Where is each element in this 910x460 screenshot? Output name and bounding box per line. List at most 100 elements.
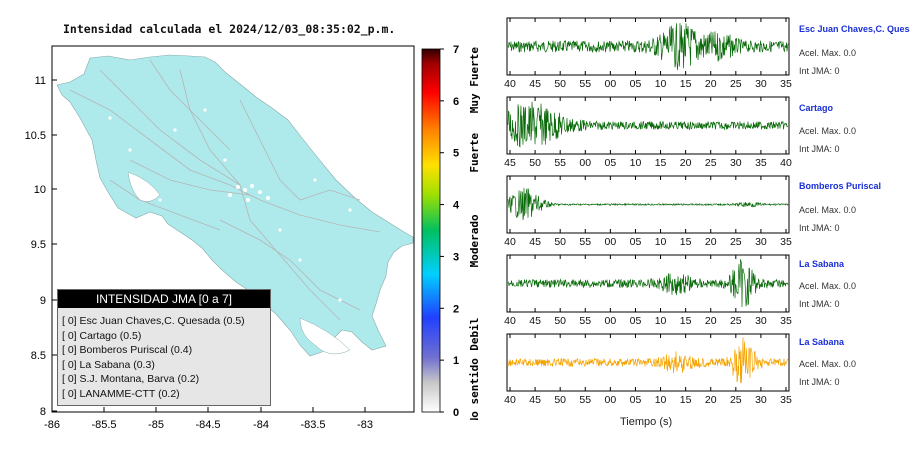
- map-x-tick-label: -83.5: [300, 419, 325, 431]
- map-y-tick-label: 10.5: [25, 130, 46, 142]
- panel-tick-label: 05: [630, 394, 642, 406]
- intensity-legend: INTENSIDAD JMA [0 a 7] [ 0] Esc Juan Cha…: [57, 289, 271, 406]
- map-y-tick-label: 9: [40, 295, 46, 307]
- panel-accel: Acel. Max. 0.0: [799, 48, 857, 58]
- colorbar-tick-label: 5: [453, 148, 459, 160]
- panel-tick-label: 00: [605, 236, 617, 248]
- waveform-trace: [507, 23, 789, 71]
- panel-tick-label: 55: [579, 236, 591, 248]
- colorbar-tick-label: 1: [453, 355, 459, 367]
- intensity-colorbar: 0 1 2 3 4 5 6 7 No sentido Debil Moderado Fuerte Mu…: [421, 44, 481, 420]
- legend-item: [ 0] La Sabana (0.3): [62, 358, 155, 371]
- map-x-tick-label: -84: [253, 419, 269, 431]
- panel-tick-label: 20: [680, 157, 692, 169]
- map-x-tick-label: -85.5: [91, 419, 116, 431]
- waveform-trace: [507, 259, 789, 308]
- panel-tick-label: 10: [655, 315, 667, 327]
- panel-tick-label: 00: [605, 394, 617, 406]
- panel-accel: Acel. Max. 0.0: [799, 205, 857, 215]
- panel-tick-label: 35: [780, 394, 792, 406]
- panel-tick-label: 45: [529, 394, 541, 406]
- osa-peninsula: [299, 317, 351, 355]
- panel-tick-label: 40: [780, 157, 792, 169]
- panel-tick-label: 20: [705, 315, 717, 327]
- panel-tick-label: 15: [680, 236, 692, 248]
- colorbar-tick-label: 2: [453, 303, 459, 315]
- panel-tick-label: 10: [630, 157, 642, 169]
- waveform-trace: [507, 187, 789, 221]
- panel-tick-label: 10: [655, 236, 667, 248]
- waveform-panel[interactable]: 40 45 50 55 00 05 10 15 20 25 30 35: [504, 254, 792, 327]
- colorbar-label: Muy Fuerte: [468, 47, 481, 114]
- panel-accel: Acel. Max. 0.0: [799, 359, 857, 369]
- road-network: [69, 59, 381, 321]
- panel-tick-label: 15: [680, 78, 692, 90]
- panel-tick-label: 35: [780, 78, 792, 90]
- panel-tick-label: 40: [504, 236, 516, 248]
- panel-tick-label: 05: [630, 236, 642, 248]
- legend-item: [ 0] Bomberos Puriscal (0.4): [62, 344, 193, 356]
- station-dots: [108, 108, 352, 302]
- panel-tick-label: 50: [554, 236, 566, 248]
- colorbar-gradient: [421, 48, 441, 413]
- map-y-tick-label: 10: [34, 184, 46, 196]
- map-y-tick-label: 11: [35, 75, 46, 87]
- colorbar-tick-label: 3: [453, 251, 459, 263]
- panel-accel: Acel. Max. 0.0: [799, 126, 857, 136]
- panel-tick-label: 45: [529, 78, 541, 90]
- panel-int: Int JMA: 0: [799, 223, 840, 233]
- colorbar-tick-label: 4: [453, 200, 460, 212]
- panel-tick-label: 30: [755, 78, 767, 90]
- colorbar-label: Debil: [468, 318, 481, 351]
- map-y-tick-label: 8: [40, 406, 46, 418]
- colorbar-label: No sentido: [468, 358, 481, 420]
- nicoya-gulf: [127, 171, 161, 202]
- panel-tick-label: 40: [504, 315, 516, 327]
- map-x-tick-label: -86: [44, 419, 60, 431]
- colorbar-label: Moderado: [468, 214, 481, 267]
- panel-tick-label: 50: [554, 315, 566, 327]
- panel-int: Int JMA: 0: [799, 377, 840, 387]
- waveform-panel[interactable]: 45 50 55 00 05 10 15 20 25 30 35 40: [504, 96, 792, 169]
- panel-tick-label: 50: [554, 394, 566, 406]
- panel-tick-label: 40: [504, 78, 516, 90]
- colorbar-label: Fuerte: [468, 132, 481, 172]
- panel-int: Int JMA: 0: [799, 144, 840, 154]
- panel-tick-label: 35: [780, 236, 792, 248]
- panel-tick-label: 55: [579, 315, 591, 327]
- waveform-panel[interactable]: 40 45 50 55 00 05 10 15 20 25 30 35: [504, 17, 792, 90]
- map-x-axis: -86 -85.5 -85 -84.5 -84 -83.5 -83: [44, 407, 373, 431]
- panel-tick-label: 30: [755, 394, 767, 406]
- waveform-trace: [507, 101, 789, 148]
- panel-int: Int JMA: 0: [799, 299, 840, 309]
- panel-accel: Acel. Max. 0.0: [799, 281, 857, 291]
- map-x-tick-label: -83: [357, 419, 373, 431]
- panel-tick-label: 30: [730, 157, 742, 169]
- legend-title: INTENSIDAD JMA [0 a 7]: [58, 290, 270, 308]
- panel-tick-label: 45: [529, 315, 541, 327]
- colorbar-ticks: 0 1 2 3 4 5 6 7: [440, 44, 460, 419]
- panel-tick-label: 05: [630, 78, 642, 90]
- panel-tick-label: 35: [780, 315, 792, 327]
- panel-tick-label: 00: [605, 315, 617, 327]
- panel-tick-label: 50: [554, 78, 566, 90]
- legend-item: [ 0] LANAMME-CTT (0.2): [62, 387, 180, 400]
- panel-tick-label: 30: [755, 315, 767, 327]
- panel-station-name: La Sabana: [799, 337, 845, 347]
- panel-tick-label: 25: [730, 78, 742, 90]
- x-axis-label: Tiempo (s): [620, 416, 673, 428]
- panel-tick-label: 25: [730, 236, 742, 248]
- panel-tick-label: 35: [755, 157, 767, 169]
- panel-tick-label: 25: [730, 315, 742, 327]
- panel-tick-label: 20: [705, 78, 717, 90]
- colorbar-tick-label: 6: [453, 96, 459, 108]
- waveform-panel[interactable]: 40 45 50 55 00 05 10 15 20 25 30 35: [504, 333, 792, 406]
- panel-tick-label: 45: [529, 236, 541, 248]
- panel-tick-label: 40: [504, 394, 516, 406]
- panel-station-name: La Sabana: [799, 259, 845, 269]
- panel-tick-label: 15: [655, 157, 667, 169]
- waveform-panel[interactable]: 40 45 50 55 00 05 10 15 20 25 30 35: [504, 175, 792, 248]
- waveform-trace: [507, 337, 789, 384]
- panel-tick-label: 20: [705, 394, 717, 406]
